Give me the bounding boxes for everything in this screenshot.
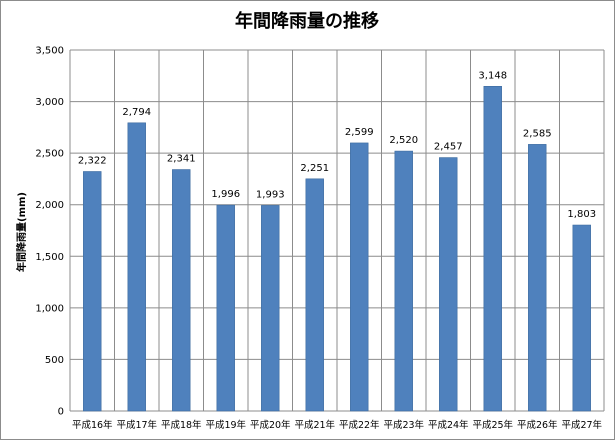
data-label: 1,996 [211, 189, 240, 200]
x-tick-label: 平成22年 [339, 419, 380, 431]
y-tick-label: 2,000 [35, 200, 64, 211]
x-tick-label: 平成23年 [383, 419, 424, 431]
x-tick-label: 平成26年 [517, 419, 558, 431]
y-tick-label: 3,000 [35, 97, 64, 108]
bar [528, 144, 547, 412]
bar [216, 204, 235, 412]
bar [305, 178, 324, 412]
y-tick-label: 1,000 [35, 303, 64, 314]
gridlines [69, 49, 605, 412]
x-tick-label: 平成24年 [428, 419, 469, 431]
bar [261, 205, 280, 412]
bar [394, 150, 413, 412]
y-axis-label: 年間降雨量(mm) [15, 192, 28, 272]
chart-title: 年間降雨量の推移 [235, 10, 379, 32]
axis-ticks: 05001,0001,5002,0002,5003,0003,500平成16年平… [35, 46, 602, 432]
y-tick-label: 3,500 [35, 46, 64, 57]
data-label: 2,585 [523, 128, 552, 139]
data-labels: 2,322 2,794 2,341 1,996 1,993 2,251 2,599 2,520… [78, 70, 596, 220]
data-label: 2,322 [78, 156, 107, 167]
x-tick-label: 平成16年 [72, 419, 113, 431]
y-tick-label: 0 [58, 407, 64, 418]
data-label: 2,251 [300, 163, 329, 174]
data-label: 2,599 [345, 127, 374, 138]
data-label: 2,457 [434, 142, 463, 153]
data-label: 2,794 [122, 107, 151, 118]
x-tick-label: 平成27年 [561, 419, 602, 431]
bar [172, 169, 191, 412]
bar [483, 86, 502, 412]
data-label: 2,520 [389, 135, 418, 146]
y-tick-label: 2,500 [35, 149, 64, 160]
y-tick-label: 1,500 [35, 252, 64, 263]
bar [127, 122, 146, 412]
x-tick-label: 平成19年 [205, 419, 246, 431]
bar [572, 224, 591, 412]
x-tick-label: 平成17年 [116, 419, 157, 431]
bar [350, 142, 369, 412]
data-label: 3,148 [478, 70, 507, 81]
x-tick-label: 平成18年 [161, 419, 202, 431]
data-label: 1,993 [256, 189, 285, 200]
bar [83, 171, 102, 412]
y-tick-label: 500 [45, 355, 64, 366]
data-label: 1,803 [567, 209, 596, 220]
data-label: 2,341 [167, 154, 196, 165]
x-tick-label: 平成20年 [250, 419, 291, 431]
bars [83, 86, 591, 412]
x-tick-label: 平成21年 [294, 419, 335, 431]
x-tick-label: 平成25年 [472, 419, 513, 431]
bar [439, 157, 458, 412]
